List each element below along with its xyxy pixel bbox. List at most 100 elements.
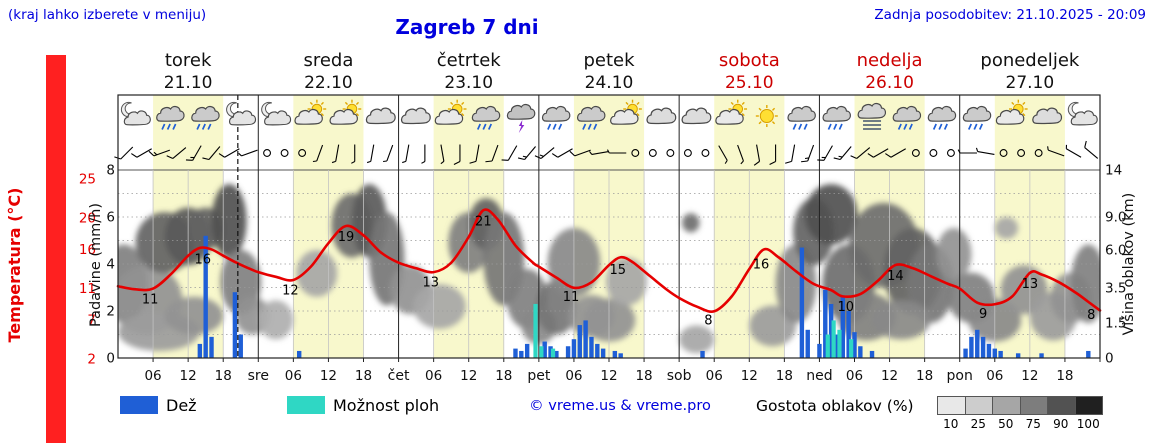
svg-text:16: 16 xyxy=(194,252,211,267)
svg-text:06: 06 xyxy=(846,368,863,384)
wind-barb xyxy=(817,145,833,161)
svg-text:13: 13 xyxy=(422,275,439,290)
day-date: 26.10 xyxy=(865,73,914,93)
svg-text:06: 06 xyxy=(565,368,582,384)
wind-barb xyxy=(867,148,889,158)
weather-icon-cloud-rain xyxy=(962,105,992,130)
day-name: nedelja xyxy=(857,50,923,71)
weather-icon-sun-cloud xyxy=(995,99,1028,125)
svg-text:12: 12 xyxy=(600,368,617,384)
svg-text:2: 2 xyxy=(106,304,115,320)
last-update-label: Zadnja posodobitev: 21.10.2025 - 20:09 xyxy=(874,7,1146,23)
day-date: 22.10 xyxy=(304,73,353,93)
weather-icon-sun-cloud xyxy=(434,99,467,125)
rain-bars xyxy=(197,235,1091,358)
copyright-link[interactable]: © vreme.us & vreme.pro xyxy=(529,398,711,414)
svg-text:6.0: 6.0 xyxy=(1105,243,1126,259)
cloud-density-scale-cell xyxy=(1074,396,1103,415)
wind-barb xyxy=(737,144,744,165)
svg-text:14: 14 xyxy=(887,269,904,284)
wind-barb xyxy=(885,148,906,158)
svg-text:6: 6 xyxy=(106,210,115,226)
svg-text:15: 15 xyxy=(609,263,626,278)
cloud-density-scale-cell xyxy=(964,396,993,415)
temperature-labels: 11 16 12 19 13 21 11 15 8 16 10 14 9 13 8 xyxy=(142,214,1095,328)
svg-text:12: 12 xyxy=(741,368,758,384)
svg-text:12: 12 xyxy=(1021,368,1038,384)
cloud-density-scale-cell xyxy=(1019,396,1048,415)
svg-text:11: 11 xyxy=(142,293,159,308)
page-title: Zagreb 7 dni xyxy=(395,15,539,39)
svg-text:ned: ned xyxy=(806,368,832,384)
wind-barb xyxy=(648,149,657,157)
svg-text:18: 18 xyxy=(495,368,512,384)
day-date: 21.10 xyxy=(164,73,213,93)
wind-barb xyxy=(402,144,410,164)
shower-bars xyxy=(533,303,854,358)
wind-barb xyxy=(769,144,777,165)
wind-barb xyxy=(551,148,573,158)
weather-icon-cloud xyxy=(400,107,431,125)
wind-barb xyxy=(351,144,356,164)
weather-icon-cloud-rain xyxy=(471,105,501,130)
wind-barb xyxy=(911,149,920,157)
svg-text:Temperatura (°C): Temperatura (°C) xyxy=(5,188,24,343)
svg-text:20: 20 xyxy=(79,211,96,227)
wind-barb xyxy=(218,148,240,158)
wind-barb xyxy=(718,145,728,164)
weather-icon-sun-cloud xyxy=(294,99,327,125)
weather-icons xyxy=(120,99,1098,133)
wind-barb xyxy=(1084,140,1099,159)
cloud-density-scale-label: 10 xyxy=(943,417,959,431)
wind-barb xyxy=(383,144,394,163)
cloud-density-scale-label: 75 xyxy=(1025,417,1041,431)
wind-barb xyxy=(833,146,852,161)
wind-barb xyxy=(485,144,499,163)
cloud-density-scale-label: 50 xyxy=(998,417,1014,431)
wind-barb xyxy=(666,149,675,157)
svg-text:11: 11 xyxy=(79,281,96,297)
weather-icon-cloud xyxy=(646,107,677,125)
svg-text:18: 18 xyxy=(776,368,793,384)
weather-icon-moon-cloud xyxy=(120,101,151,126)
wind-barb xyxy=(1017,149,1026,157)
svg-text:06: 06 xyxy=(144,368,161,384)
wind-barb xyxy=(753,144,761,166)
weather-icon-cloud-rain xyxy=(822,105,851,130)
svg-text:12: 12 xyxy=(320,368,337,384)
day-name: četrtek xyxy=(437,50,502,71)
day-name: sobota xyxy=(719,50,780,71)
weather-icon-cloud-rain xyxy=(541,105,571,130)
wind-barb xyxy=(298,149,307,157)
weather-icon-cloud-rain xyxy=(787,105,816,130)
wind-barb xyxy=(238,149,258,157)
cloud-density-scale-numbers: 10 25 50 75 90 100 xyxy=(937,417,1102,431)
wind-barb xyxy=(1065,144,1082,158)
wind-barb xyxy=(148,149,171,157)
wind-barb xyxy=(534,147,555,159)
svg-text:čet: čet xyxy=(388,368,410,384)
wind-barb xyxy=(501,145,518,161)
menu-hint: (kraj lahko izberete v meniju) xyxy=(8,7,207,23)
svg-text:25: 25 xyxy=(79,172,96,188)
svg-text:0: 0 xyxy=(1105,351,1114,367)
svg-text:8: 8 xyxy=(704,314,712,329)
wind-barb xyxy=(469,144,480,164)
svg-text:06: 06 xyxy=(425,368,442,384)
svg-text:7: 7 xyxy=(87,312,96,328)
wind-barb xyxy=(185,145,202,161)
svg-text:8: 8 xyxy=(106,163,115,179)
rain-legend-swatch xyxy=(120,396,158,414)
svg-text:8: 8 xyxy=(1087,308,1095,323)
wind-barb xyxy=(131,148,152,158)
time-axis-ticks: 06 12 18 06 12 18 06 12 18 06 12 18 06 12 18 06 12 18 06 12… xyxy=(144,368,1073,384)
weather-icon-sun xyxy=(755,105,778,127)
svg-text:3.5: 3.5 xyxy=(1105,281,1126,297)
wind-barb xyxy=(606,149,627,154)
wind-barb xyxy=(957,149,977,154)
weather-icon-cloud-rain xyxy=(576,105,606,130)
weather-icon-cloud xyxy=(1032,107,1063,125)
svg-text:13: 13 xyxy=(1022,277,1039,292)
